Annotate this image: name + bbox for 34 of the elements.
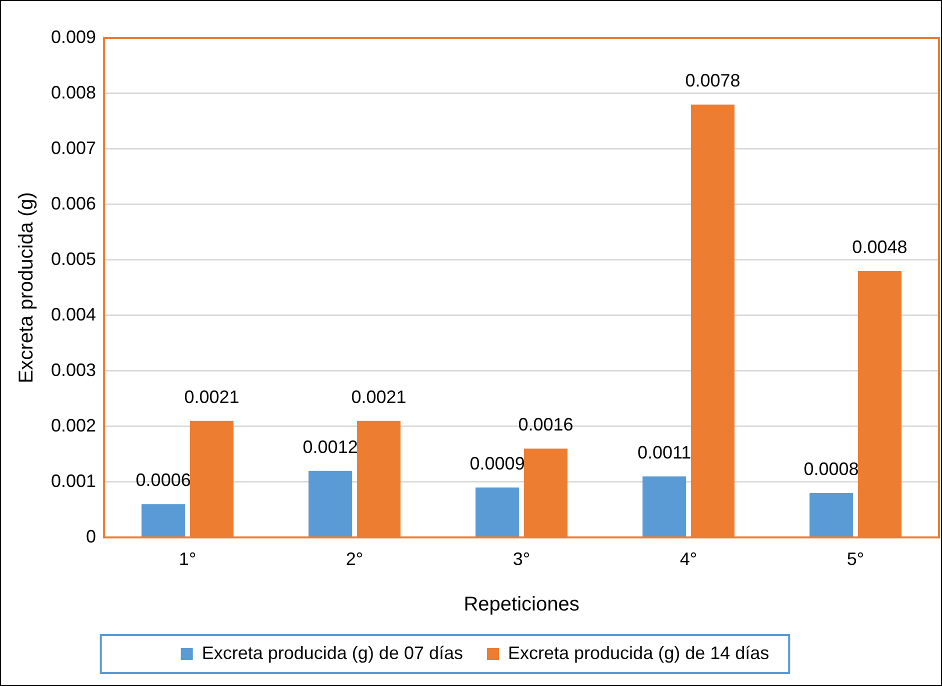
y-tick-label: 0.003 (50, 360, 96, 380)
data-label: 0.0078 (685, 70, 740, 91)
y-tick-label: 0.004 (50, 304, 96, 324)
bar (308, 470, 352, 537)
y-tick-label: 0.001 (50, 470, 96, 491)
data-label: 0.0048 (852, 237, 908, 258)
y-axis-title: Excreta producida (g) (16, 192, 38, 384)
data-label: 0.0011 (637, 442, 692, 462)
legend-label: Excreta producida (g) de 07 días (202, 642, 464, 663)
x-tick-label: 2° (346, 549, 364, 570)
x-tick-label: 4° (680, 549, 698, 570)
bar (476, 487, 520, 537)
y-tick-label: 0.007 (50, 138, 96, 158)
legend-label: Excreta producida (g) de 14 días (508, 642, 770, 663)
bar (142, 504, 186, 537)
data-label: 0.0012 (302, 436, 358, 457)
data-label: 0.0016 (518, 414, 574, 435)
data-label: 0.0021 (184, 386, 240, 407)
y-tick-label: 0.006 (50, 193, 96, 214)
x-tick-label: 3° (512, 549, 530, 570)
y-tick-label: 0.002 (50, 415, 96, 436)
y-tick-label: 0.008 (50, 82, 96, 102)
data-label: 0.0006 (136, 470, 191, 490)
y-tick-label: 0.005 (50, 248, 96, 269)
x-tick-label: 5° (846, 549, 864, 570)
data-label: 0.0009 (470, 453, 525, 474)
x-tick-label: 1° (178, 549, 196, 570)
y-tick-label: 0 (86, 526, 96, 546)
bar (810, 493, 854, 537)
data-label: 0.0021 (351, 386, 406, 407)
x-axis-title: Repeticiones (464, 594, 580, 616)
data-label: 0.0008 (804, 458, 859, 479)
bar (642, 476, 686, 537)
y-tick-label: 0.009 (50, 26, 96, 47)
